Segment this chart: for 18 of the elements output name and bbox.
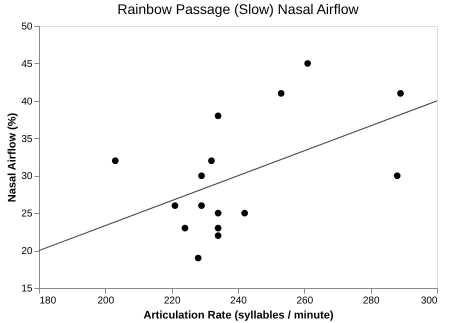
y-tick-label: 40 — [21, 96, 33, 108]
y-tick-label: 15 — [21, 284, 33, 294]
x-tick-label: 300 — [420, 296, 438, 306]
x-tick-label: 240 — [230, 296, 248, 306]
x-tick-label: 280 — [362, 296, 380, 306]
x-axis-title: Articulation Rate (syllables / minute) — [143, 310, 334, 322]
x-tick-label: 260 — [296, 296, 314, 306]
y-tick-label: 20 — [21, 246, 33, 258]
y-tick-label: 50 — [21, 22, 33, 32]
x-tick-label: 180 — [40, 296, 57, 306]
chart-title: Rainbow Passage (Slow) Nasal Airflow — [117, 1, 360, 17]
y-tick-label: 30 — [21, 171, 33, 182]
x-tick-label: 220 — [164, 296, 181, 306]
y-tick-label: 25 — [21, 208, 33, 220]
y-tick-label: 45 — [21, 58, 33, 70]
y-tick-label: 35 — [21, 134, 33, 145]
y-axis-title: Nasal Airflow (%) — [6, 112, 18, 202]
x-tick-label: 200 — [97, 296, 115, 306]
